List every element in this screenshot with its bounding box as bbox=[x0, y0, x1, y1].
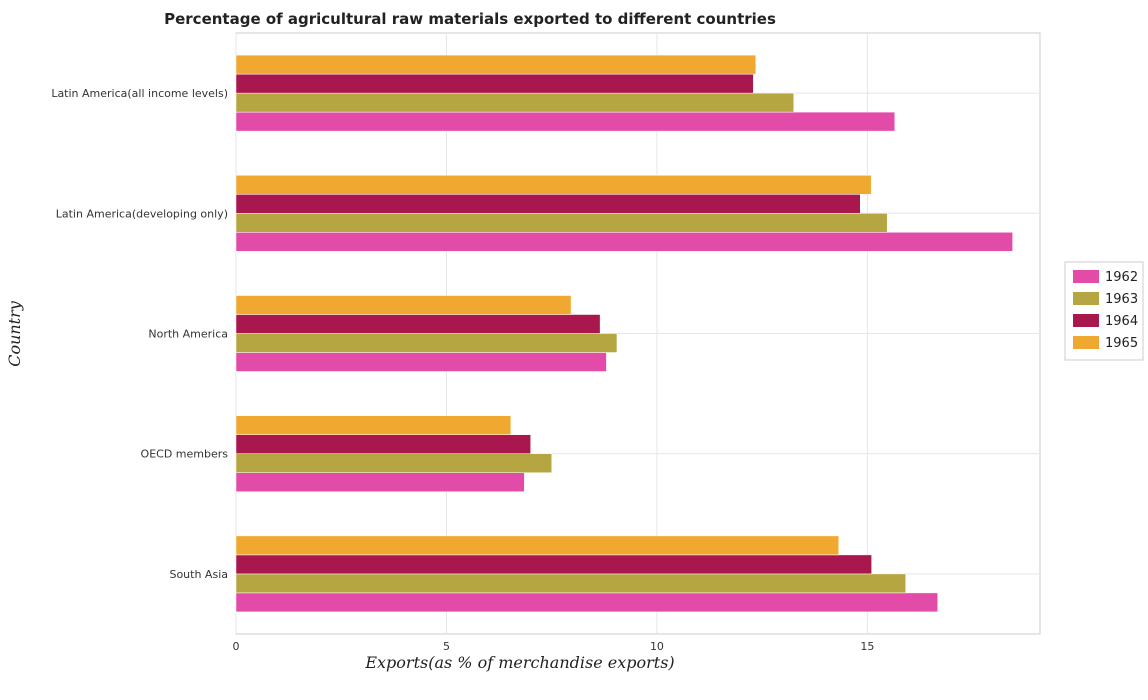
legend-swatch-1964 bbox=[1073, 314, 1099, 327]
legend-label-1965: 1965 bbox=[1105, 336, 1138, 351]
y-tick-label: OECD members bbox=[141, 448, 229, 461]
legend-label-1964: 1964 bbox=[1105, 314, 1138, 329]
bar-1963-2 bbox=[235, 333, 618, 353]
y-tick-labels: Latin America(all income levels) Latin Am… bbox=[51, 87, 228, 581]
y-axis-label: Country bbox=[5, 300, 24, 367]
plot-area: Latin America(all income levels) Latin Am… bbox=[51, 32, 1041, 653]
y-tick-label: Latin America(all income levels) bbox=[51, 87, 228, 100]
bar-1964-2 bbox=[235, 314, 601, 334]
bar-1963-1 bbox=[235, 213, 888, 233]
bars bbox=[235, 54, 1013, 613]
bar-1965-0 bbox=[235, 54, 757, 75]
legend-swatch-1963 bbox=[1073, 292, 1099, 305]
bar-1965-3 bbox=[235, 415, 512, 435]
legend-label-1963: 1963 bbox=[1105, 292, 1138, 307]
bar-1964-0 bbox=[235, 73, 754, 94]
x-tick-label: 0 bbox=[233, 640, 240, 653]
bar-1964-3 bbox=[235, 434, 531, 454]
bar-1965-4 bbox=[235, 535, 840, 556]
bar-1965-2 bbox=[235, 295, 572, 315]
x-tick-label: 15 bbox=[860, 640, 874, 653]
bar-1962-0 bbox=[235, 111, 896, 132]
bar-1962-4 bbox=[235, 592, 938, 613]
bar-1964-4 bbox=[235, 554, 872, 575]
legend-swatch-1962 bbox=[1073, 270, 1099, 283]
x-tick-labels: 0 5 10 15 bbox=[233, 640, 875, 653]
x-tick-label: 10 bbox=[650, 640, 664, 653]
bar-1962-2 bbox=[235, 352, 607, 372]
x-axis-label: Exports(as % of merchandise exports) bbox=[364, 653, 674, 672]
bar-1963-4 bbox=[235, 573, 906, 594]
legend: 1962 1963 1964 1965 bbox=[1064, 261, 1144, 361]
chart-title: Percentage of agricultural raw materials… bbox=[164, 10, 776, 28]
y-tick-label: South Asia bbox=[169, 568, 228, 581]
y-tick-label: Latin America(developing only) bbox=[56, 207, 228, 220]
legend-swatch-1965 bbox=[1073, 336, 1099, 349]
bar-1963-3 bbox=[235, 453, 552, 473]
bar-1963-0 bbox=[235, 92, 794, 113]
legend-label-1962: 1962 bbox=[1105, 270, 1138, 285]
bar-1964-1 bbox=[235, 194, 861, 214]
y-tick-label: North America bbox=[148, 328, 228, 341]
bar-1962-1 bbox=[235, 232, 1013, 252]
bar-1965-1 bbox=[235, 175, 872, 195]
x-tick-label: 5 bbox=[443, 640, 450, 653]
bar-1962-3 bbox=[235, 472, 525, 492]
